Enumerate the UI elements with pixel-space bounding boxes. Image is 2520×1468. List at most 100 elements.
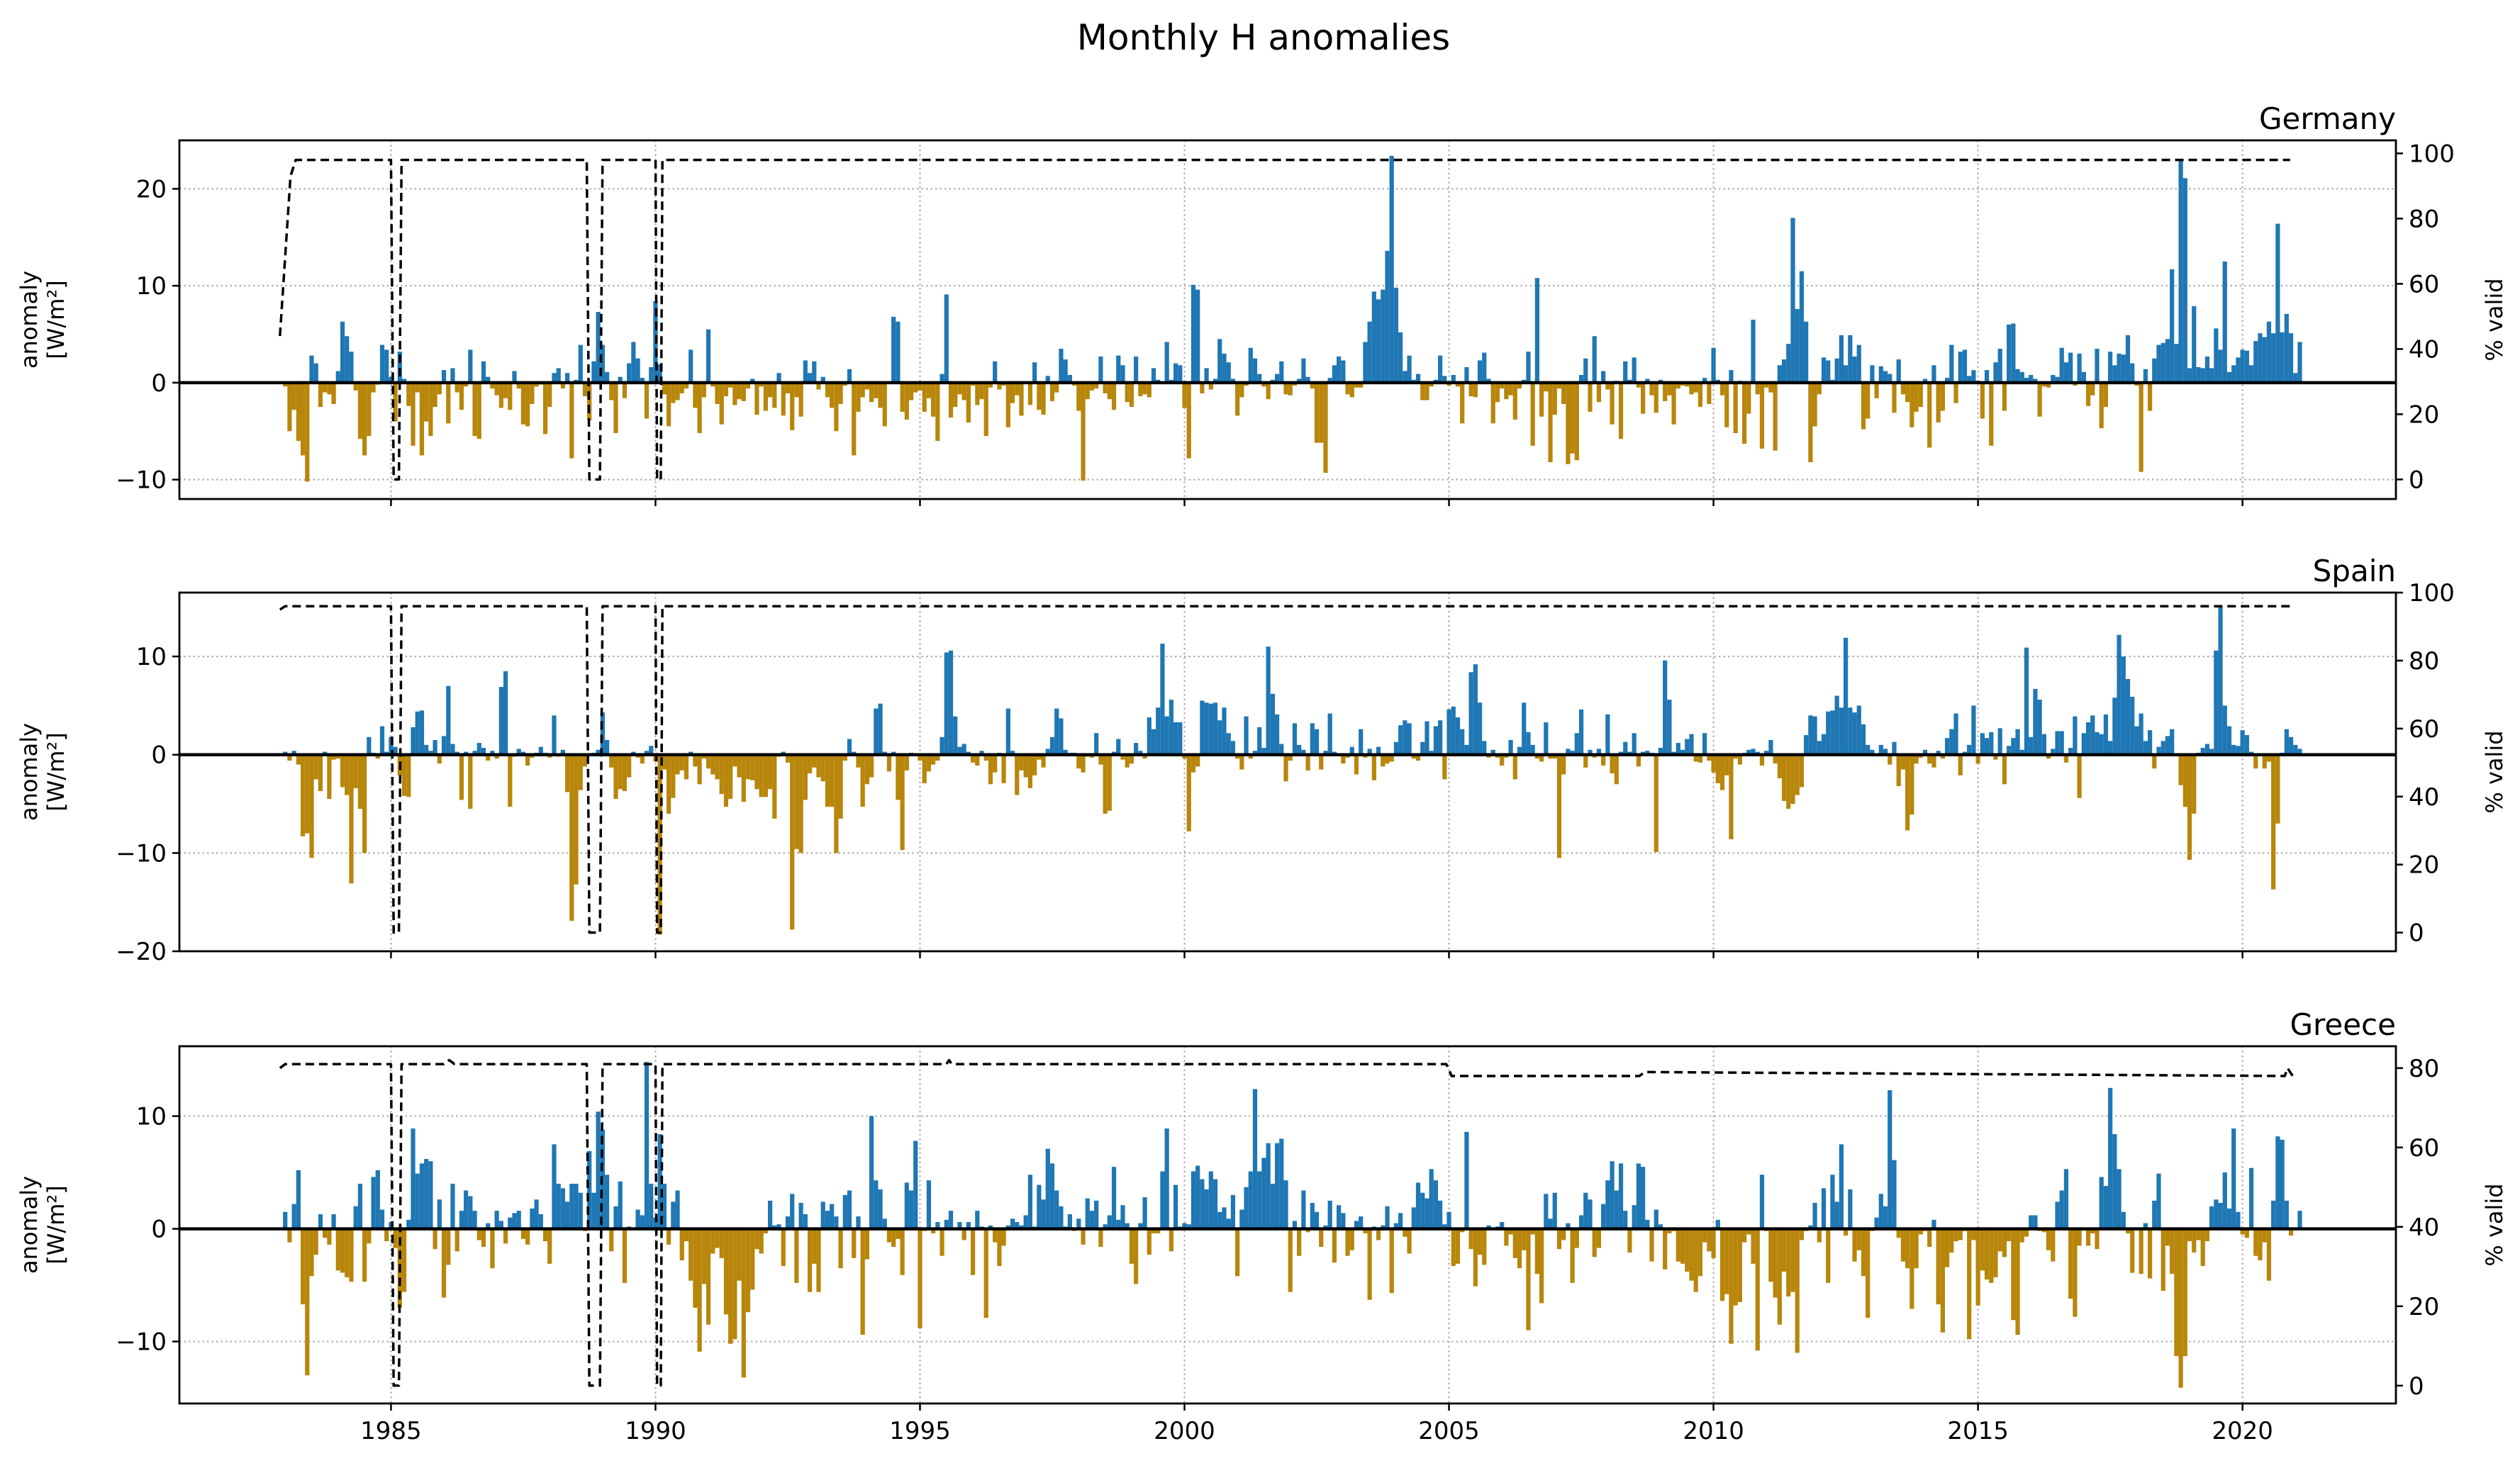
bar [1195, 1165, 1200, 1229]
y-tick-label: 0 [151, 1216, 167, 1244]
bar [1125, 1223, 1130, 1229]
bar [424, 1158, 429, 1229]
bar [437, 754, 442, 764]
bar [1927, 382, 1932, 448]
bar [993, 754, 998, 773]
bar [2178, 160, 2183, 383]
bar [1049, 736, 1055, 755]
bar [807, 1228, 813, 1292]
bar [1332, 365, 1337, 383]
bar [508, 382, 513, 410]
bar [1134, 356, 1139, 383]
bar [2253, 754, 2258, 769]
bar [1534, 1228, 1540, 1274]
bar [1654, 382, 1658, 413]
bar [983, 1228, 988, 1318]
bar [1517, 1228, 1522, 1269]
bar [1618, 1163, 1624, 1229]
bar [1918, 382, 1923, 408]
bar [508, 754, 513, 807]
bar [349, 1228, 354, 1282]
bar [2174, 344, 2179, 383]
bar [1605, 714, 1610, 755]
bar [671, 754, 676, 798]
bar [2244, 735, 2249, 755]
bar [411, 382, 416, 446]
bar [931, 754, 936, 765]
bar [300, 1228, 306, 1305]
bar [1508, 382, 1513, 396]
bar [525, 1228, 530, 1245]
bar [2073, 716, 2078, 755]
bar [754, 382, 759, 415]
bar [1729, 370, 1734, 383]
bar [701, 754, 706, 759]
bar [1667, 700, 1672, 755]
bar [2280, 1139, 2285, 1229]
bar [1971, 1228, 1976, 1240]
bar [2209, 368, 2214, 383]
bar [371, 382, 376, 393]
bar [860, 1228, 865, 1335]
bar [1164, 716, 1169, 755]
bar [1191, 284, 1196, 383]
bar [1477, 360, 1483, 383]
bar [1667, 1228, 1672, 1233]
bar [1468, 672, 1473, 755]
bar [2143, 369, 2148, 383]
bar [662, 754, 667, 770]
bar [2099, 382, 2104, 429]
bar [1530, 1228, 1535, 1235]
bar [1940, 382, 1945, 411]
bar [830, 382, 835, 408]
bar [706, 329, 711, 383]
bar [1327, 713, 1332, 755]
bar [1548, 754, 1553, 759]
bar [459, 382, 464, 410]
bar [1222, 1207, 1227, 1229]
bar [1790, 1228, 1795, 1292]
bar [578, 344, 583, 383]
bar [2103, 714, 2109, 755]
bar [1500, 754, 1505, 766]
bar [318, 754, 323, 792]
bar [397, 352, 402, 383]
bar [1777, 754, 1782, 779]
bar [401, 754, 407, 796]
bar [2214, 1199, 2219, 1229]
y2-tick-label: 20 [2409, 851, 2439, 880]
bar [1363, 1228, 1368, 1233]
bar [2051, 749, 2056, 755]
bar [763, 382, 768, 411]
bar [790, 382, 795, 430]
bar [2063, 754, 2069, 763]
bar [560, 382, 566, 389]
bar [2165, 1228, 2170, 1246]
bar [1226, 733, 1231, 755]
bar [1724, 754, 1729, 775]
bar [697, 754, 702, 785]
bar [2209, 1206, 2214, 1229]
bar [1711, 1228, 1716, 1258]
bar [830, 754, 835, 807]
bar [1640, 1167, 1646, 1229]
bar [1623, 361, 1628, 383]
bar [1614, 754, 1619, 785]
bar [1089, 382, 1095, 391]
bar [300, 754, 306, 836]
bar [1566, 1223, 1571, 1229]
bar [1826, 360, 1831, 383]
bar [2143, 1223, 2148, 1229]
bar [644, 751, 649, 755]
bar [340, 321, 345, 383]
bar [1164, 342, 1169, 383]
bar [587, 1150, 592, 1229]
bar [547, 382, 552, 408]
bar [1217, 720, 1222, 755]
bar [1830, 710, 1835, 755]
bar [2139, 1228, 2143, 1274]
bar [1693, 382, 1698, 393]
bar [2288, 333, 2294, 383]
bar [2011, 323, 2016, 383]
bar [1182, 1223, 1187, 1229]
